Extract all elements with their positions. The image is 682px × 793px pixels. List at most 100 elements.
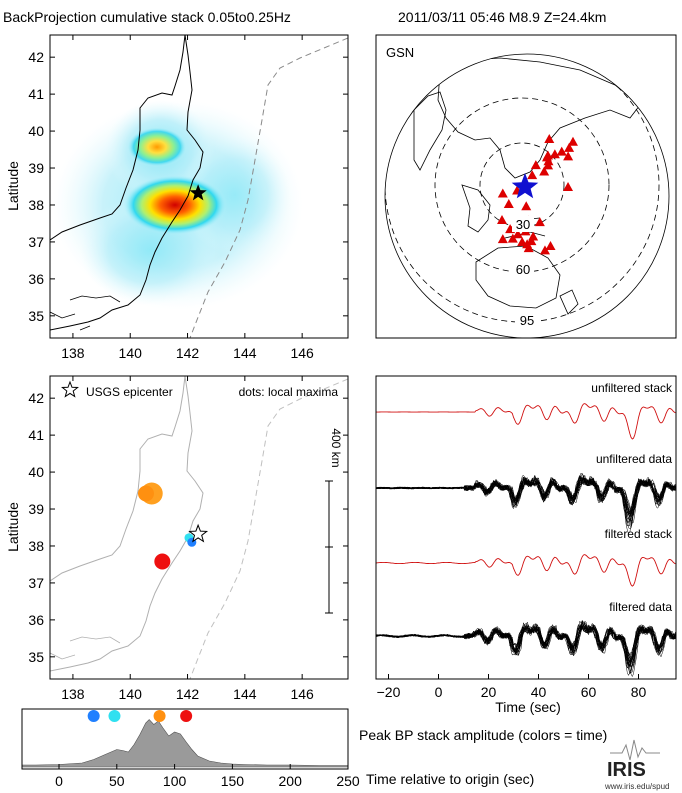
trench-line [189,37,348,338]
stack-map-ytick-label: 36 [28,271,44,287]
waveform-series-label: filtered data [609,600,672,614]
ring-label-95: 95 [520,313,534,328]
waveform-xtick-label: −20 [377,684,401,700]
iris-logo-text: IRIS [607,759,646,781]
iris-url: www.iris.edu/spud [604,782,669,791]
legend-star-icon [61,380,79,398]
figure-title: BackProjection cumulative stack 0.05to0.… [3,9,291,25]
station-triangle-icon [521,201,532,211]
station-triangle-icon [503,198,514,208]
station-triangle-icon [545,240,556,250]
stack-heatmap [53,100,303,310]
waveform-traces [375,403,677,678]
filtered-stack-trace [375,554,677,587]
event-info: 2011/03/11 05:46 M8.9 Z=24.4km [398,9,606,25]
station-triangle-icon [543,160,554,170]
stack-map-xtick-label: 140 [119,345,143,361]
peak-stack-xlabel: Time relative to origin (sec) [366,771,534,787]
stack-xtick-label: 50 [109,773,125,789]
station-triangle-icon [563,151,574,161]
maxima-map-xtick-label: 138 [61,686,85,702]
coastline-gray [50,376,348,679]
station-triangle-icon [539,245,550,255]
stack-time-marker [180,710,193,722]
local-maxima-dots [137,482,197,570]
stack-xtick-label: 200 [279,773,303,789]
stack-map-ytick-label: 41 [28,86,44,102]
scale-bar: 400 km [325,428,343,614]
unfiltered-data-trace [375,472,677,535]
maxima-map-ytick-label: 35 [28,649,44,665]
station-triangle-icon [530,160,541,170]
station-triangle-icon [534,217,545,227]
ring-label-60: 60 [516,262,530,277]
station-triangle-icon [497,234,508,244]
station-triangle-icon [507,233,518,243]
peak-stack-panel: 0 50 100 150 200 250 Peak BP stack amplitude … [21,708,607,789]
stack-map-ytick-label: 35 [28,308,44,324]
waveform-xtick-label: 80 [631,684,647,700]
maxima-map-xtick-label: 142 [176,686,200,702]
stack-map-ytick-label: 37 [28,234,44,250]
unfiltered-data-trace [375,477,677,516]
maxima-map-ytick-label: 41 [28,427,44,443]
maxima-map-ytick-label: 42 [28,390,44,406]
local-maximum-dot [154,553,171,570]
waveform-xlabel: Time (sec) [495,699,561,715]
iris-logo: IRIS www.iris.edu/spud [604,739,669,791]
station-triangle-icon [549,149,560,159]
stack-time-marker [108,710,121,722]
gsn-label: GSN [386,45,414,60]
waveform-series-label: unfiltered stack [591,381,673,395]
peak-stack-area [21,719,349,768]
maxima-map-ytick-label: 38 [28,538,44,554]
unfiltered-data-trace [375,479,677,515]
stack-map-xtick-label: 138 [61,345,85,361]
stack-map-ytick-label: 40 [28,123,44,139]
stack-xtick-label: 150 [221,773,245,789]
maxima-map-ytick-label: 40 [28,464,44,480]
stack-time-marker [87,710,100,722]
station-triangle-icon [564,142,575,152]
maxima-map-xtick-label: 140 [119,686,143,702]
epicenter-blue-star-icon [511,173,539,199]
waveform-series-label: unfiltered data [596,452,672,466]
unfiltered-stack-trace [376,403,677,440]
epicenter-star-icon [189,184,207,201]
stack-xtick-label: 100 [163,773,187,789]
waveform-xtick-label: 40 [531,684,547,700]
coastline [50,35,204,331]
stack-map-ytick-label: 42 [28,49,44,65]
filtered-data-trace [375,626,677,656]
maxima-map-ytick-label: 37 [28,575,44,591]
station-triangle-icon [556,146,567,156]
station-triangle-icon [497,188,508,198]
stack-map-ytick-label: 39 [28,160,44,176]
station-triangle-icon [512,229,523,239]
station-triangle-icon [541,152,552,162]
stack-map-xtick-label: 146 [290,345,314,361]
waveform-series-label: filtered stack [605,527,673,541]
legend-dots-label: dots: local maxima [239,385,339,399]
gsn-map-panel: GSN 30 60 95 [375,34,677,339]
maxima-map-xtick-label: 146 [290,686,314,702]
station-triangle-icon [563,181,574,191]
legend-epicenter-label: USGS epicenter [86,385,173,399]
stack-xtick-label: 250 [336,773,360,789]
waveform-xtick-label: 20 [481,684,497,700]
stack-map-panel: Latitude 138 140 142 144 146 35 36 37 38 39 40 41 42 [5,34,349,361]
peak-stack-caption: Peak BP stack amplitude (colors = time) [359,727,607,743]
station-triangle-icon [539,166,550,176]
station-triangle-icon [544,134,555,144]
station-triangle-icon [517,237,528,247]
stack-map-ytick-label: 38 [28,197,44,213]
waveform-xtick-label: 60 [581,684,597,700]
stack-xtick-label: 0 [55,773,63,789]
waveform-panel: unfiltered stack unfiltered data filtered … [375,375,677,715]
station-triangle-icon [523,243,534,253]
station-triangle-icon [527,170,538,180]
maxima-map-ytick-label: 39 [28,501,44,517]
station-triangle-icon [567,136,578,146]
usgs-epicenter-star-icon [188,523,209,543]
